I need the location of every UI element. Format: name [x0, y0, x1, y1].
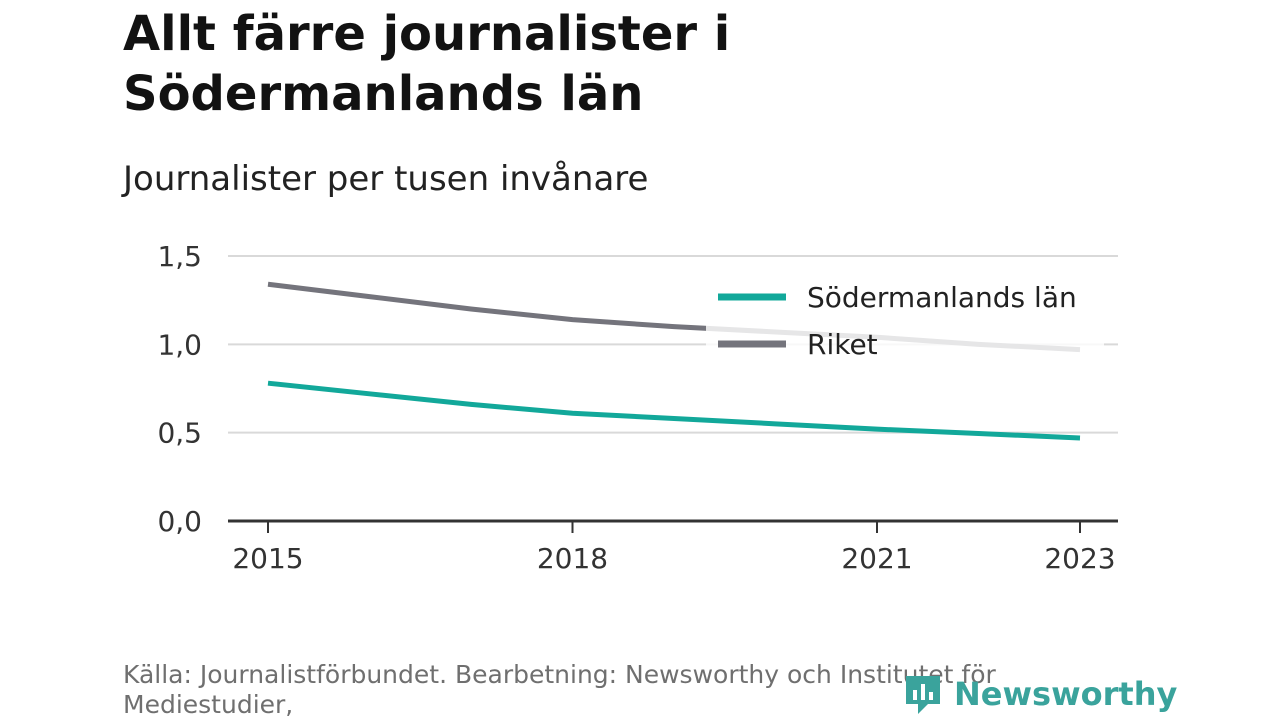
x-tick-label: 2021: [841, 542, 912, 575]
source-line-2: Mediestudier,: [123, 690, 294, 719]
y-tick-label: 0,5: [157, 417, 202, 450]
line-chart: 0,0 0,5 1,0 1,5 2015 2018 2021 2023 Södermanla…: [157, 240, 1118, 575]
source-note: Källa: Journalistförbundet. Bearbetning:…: [123, 660, 1023, 720]
legend-label: Södermanlands län: [807, 281, 1077, 314]
series-line-sodermanland: [267, 380, 1081, 441]
legend-label: Riket: [807, 328, 878, 361]
legend-background: [706, 276, 1104, 372]
brand-name: Newsworthy: [954, 675, 1178, 713]
chart-subtitle: Journalister per tusen invånare: [123, 159, 649, 199]
y-tick-label: 0,0: [157, 505, 202, 538]
source-line-1: Källa: Journalistförbundet. Bearbetning:…: [123, 660, 996, 689]
y-tick-label: 1,0: [157, 328, 202, 361]
chart-title-line-1: Allt färre journalister i: [123, 6, 731, 62]
x-tick-label: 2023: [1044, 542, 1115, 575]
y-tick-label: 1,5: [157, 240, 202, 273]
x-tick-label: 2015: [232, 542, 303, 575]
x-axis: 2015 2018 2021 2023: [228, 519, 1118, 575]
brand-logo: Newsworthy: [902, 672, 1177, 716]
chart-title: Allt färre journalister i Södermanlands …: [123, 4, 1023, 124]
x-tick-label: 2018: [537, 542, 608, 575]
legend: Södermanlands län Riket: [706, 276, 1104, 372]
chart-title-line-2: Södermanlands län: [123, 66, 644, 122]
newsworthy-logo-icon: [906, 676, 940, 714]
